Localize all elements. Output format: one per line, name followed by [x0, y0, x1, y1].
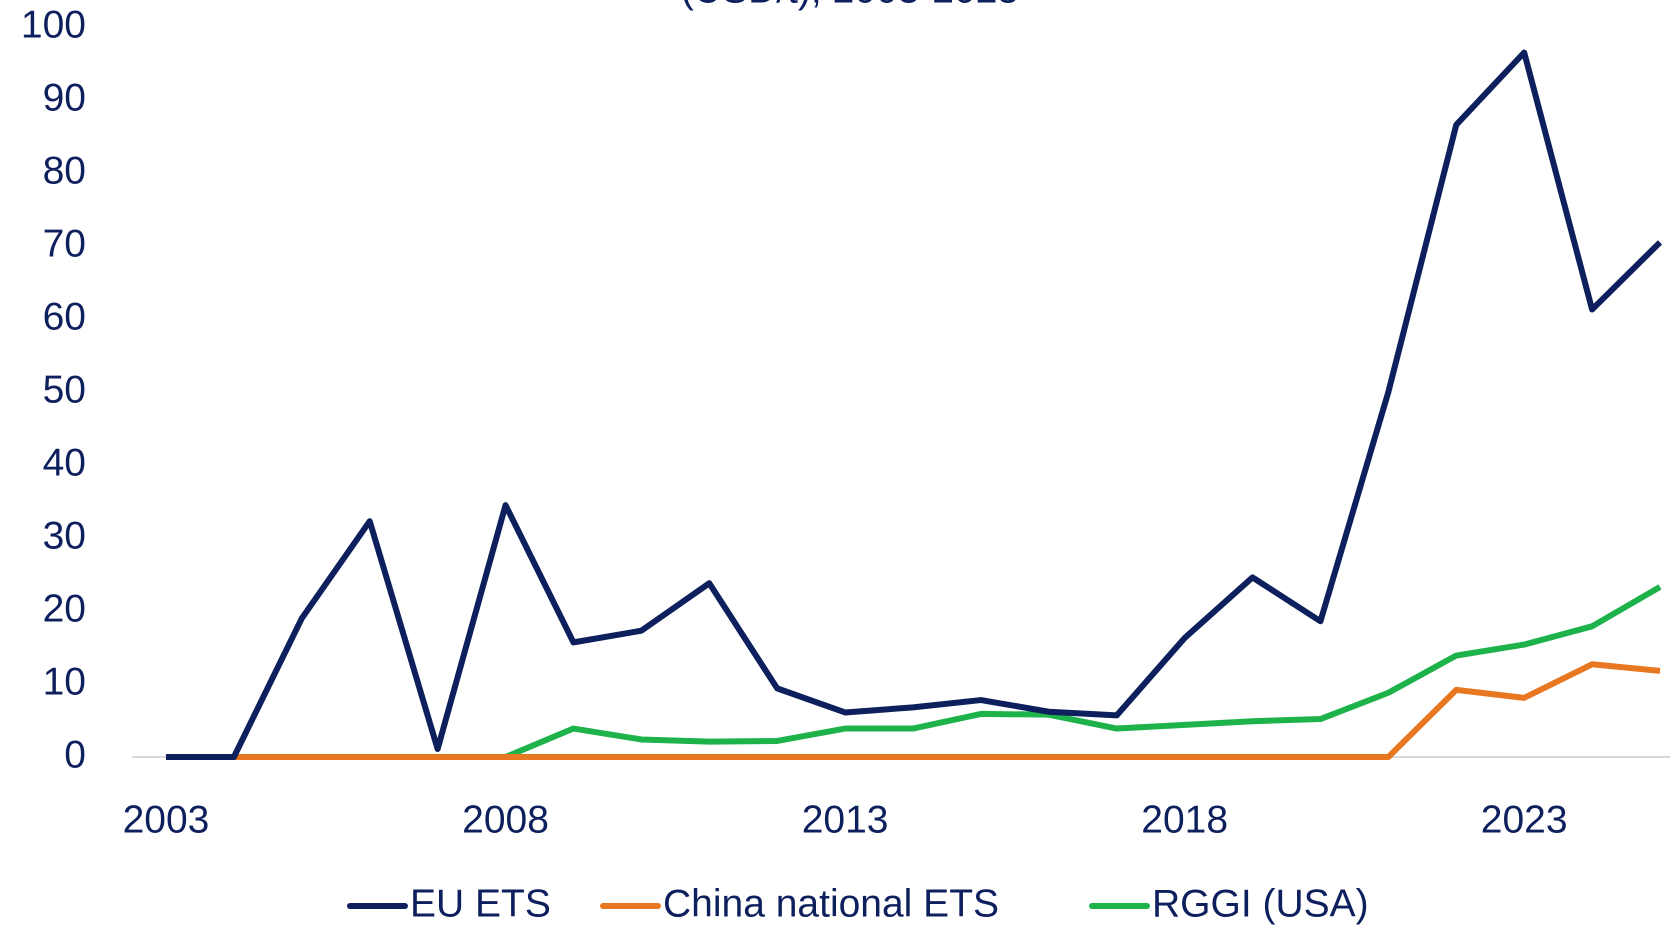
y-tick-label: 100: [21, 3, 86, 46]
legend-label: RGGI (USA): [1152, 882, 1369, 925]
x-tick-label: 2023: [1481, 798, 1568, 841]
y-tick-label: 90: [43, 76, 86, 119]
x-tick-label: 2008: [462, 798, 549, 841]
y-tick-label: 50: [43, 368, 86, 411]
series-line: [166, 661, 1661, 760]
x-tick-label: 2018: [1141, 798, 1228, 841]
series-line: [166, 49, 1663, 760]
legend-label: EU ETS: [410, 882, 551, 925]
y-tick-label: 20: [43, 587, 86, 630]
x-tick-label: 2013: [802, 798, 889, 841]
y-tick-label: 10: [43, 660, 86, 703]
y-tick-label: 70: [43, 222, 86, 265]
y-tick-label: 30: [43, 514, 86, 557]
y-tick-label: 80: [43, 149, 86, 192]
chart-title: (USD/t), 2003-2025: [681, 0, 1019, 11]
y-tick-label: 40: [43, 441, 86, 484]
series-line: [166, 584, 1662, 760]
y-tick-label: 0: [64, 733, 86, 776]
legend-label: China national ETS: [663, 882, 999, 925]
y-tick-label: 60: [43, 295, 86, 338]
x-tick-label: 2003: [123, 798, 210, 841]
